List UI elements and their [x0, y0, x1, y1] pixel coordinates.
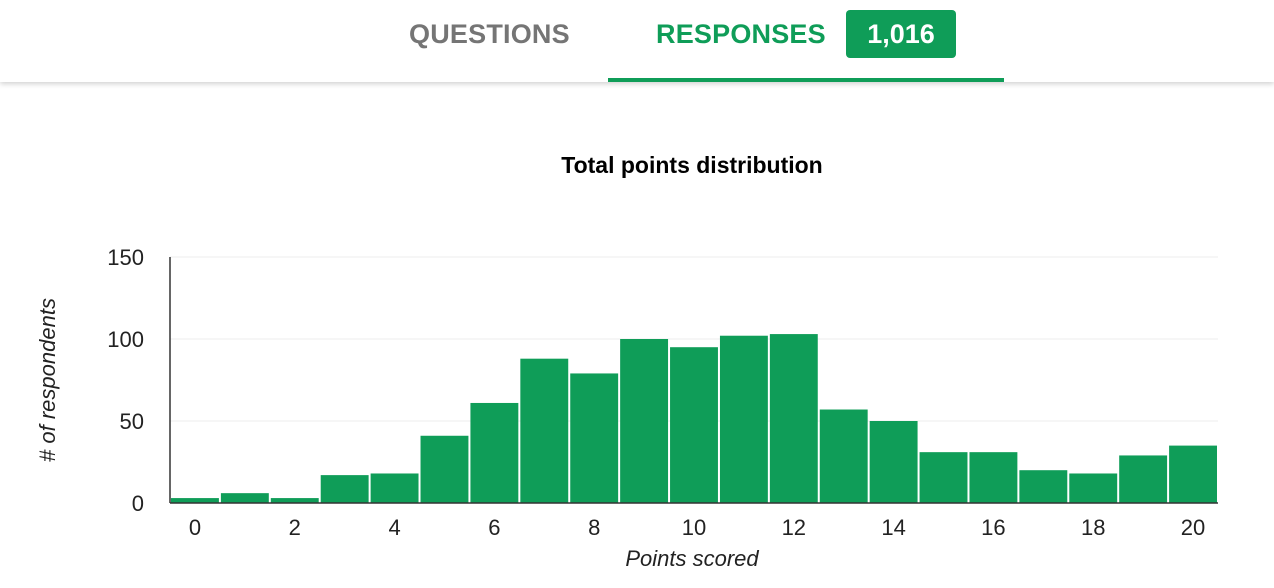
bar: [1119, 455, 1168, 503]
bar: [420, 435, 469, 503]
bar: [320, 475, 369, 503]
bar: [370, 473, 419, 503]
y-tick-labels: 0 50 100 150: [107, 245, 144, 516]
tab-responses[interactable]: RESPONSES 1,016: [608, 0, 1004, 82]
y-tick-label: 0: [132, 491, 144, 516]
x-tick-labels: 0 2 4 6 8 10 12 14 16 18 20: [189, 515, 1205, 540]
bar: [520, 358, 569, 503]
bar: [470, 402, 519, 503]
chart-title: Total points distribution: [561, 152, 822, 178]
x-tick-label: 10: [682, 515, 706, 540]
x-tick-label: 18: [1081, 515, 1105, 540]
y-axis-label: # of respondents: [35, 298, 60, 462]
bar: [869, 421, 918, 503]
tab-header: QUESTIONS RESPONSES 1,016: [0, 0, 1274, 82]
x-tick-label: 0: [189, 515, 201, 540]
bar: [270, 498, 319, 503]
bar: [670, 347, 718, 503]
tab-responses-label: RESPONSES: [656, 19, 826, 49]
bars: [171, 334, 1217, 503]
axes: [169, 257, 1218, 504]
bar: [769, 334, 818, 503]
x-tick-label: 16: [981, 515, 1005, 540]
bar: [620, 339, 669, 503]
x-tick-label: 14: [881, 515, 905, 540]
points-distribution-chart: Total points distribution 0 50 100 150 0 2 4 6…: [35, 152, 1218, 571]
bar: [819, 409, 868, 503]
bar: [719, 335, 768, 503]
x-tick-label: 6: [488, 515, 500, 540]
bar: [969, 452, 1018, 503]
x-tick-label: 20: [1181, 515, 1205, 540]
bar: [1169, 445, 1217, 503]
x-tick-label: 8: [588, 515, 600, 540]
bar: [1019, 470, 1068, 503]
x-axis-label: Points scored: [625, 546, 759, 571]
response-count-badge: 1,016: [846, 10, 956, 58]
bar: [220, 493, 269, 503]
tab-questions[interactable]: QUESTIONS: [360, 0, 610, 82]
bar: [570, 373, 619, 503]
chart-container: Total points distribution 0 50 100 150 0 2 4 6…: [0, 82, 1274, 588]
x-tick-label: 2: [289, 515, 301, 540]
y-tick-label: 100: [107, 327, 144, 352]
x-tick-label: 12: [782, 515, 806, 540]
x-tick-label: 4: [388, 515, 400, 540]
tab-questions-label: QUESTIONS: [409, 19, 570, 49]
bar: [919, 452, 968, 503]
bar: [171, 498, 219, 503]
bar: [1069, 473, 1118, 503]
y-tick-label: 150: [107, 245, 144, 270]
y-tick-label: 50: [120, 409, 144, 434]
